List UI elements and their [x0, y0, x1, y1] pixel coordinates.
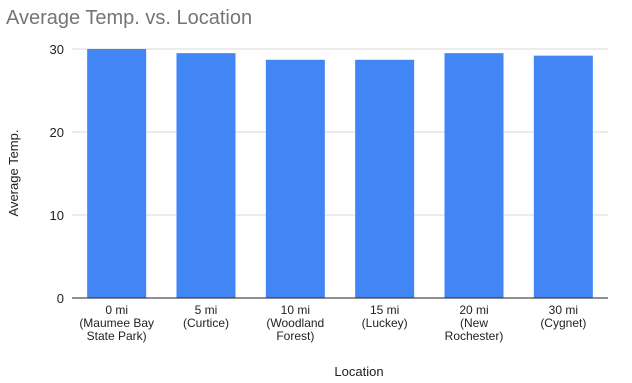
x-category-label-line: (New	[460, 316, 488, 330]
x-category-label: 10 mi (Woodland Forest)	[266, 303, 324, 343]
x-category-label: 0 mi (Maumee Bay State Park)	[79, 303, 154, 343]
x-category-label-line: 0 mi	[105, 303, 128, 317]
x-category-label: 20 mi (New Rochester)	[445, 303, 504, 343]
x-category-label-line: State Park)	[87, 329, 147, 343]
gridlines	[72, 48, 608, 216]
x-category-label-line: 20 mi	[459, 303, 488, 317]
bar	[265, 59, 325, 298]
bars	[87, 49, 593, 299]
y-axis-label: Average Temp.	[6, 130, 21, 217]
x-category-label-line: (Curtice)	[183, 316, 229, 330]
y-tick-label: 20	[50, 125, 64, 140]
y-tick-label: 10	[50, 208, 64, 223]
x-category-label: 15 mi (Luckey)	[362, 303, 408, 330]
x-category-label-line: (Luckey)	[362, 316, 408, 330]
bar	[87, 49, 147, 298]
bar	[533, 55, 593, 298]
x-category-label: 5 mi (Curtice)	[183, 303, 229, 330]
x-category-label-line: 30 mi	[549, 303, 578, 317]
bar	[176, 53, 236, 299]
x-category-labels: 0 mi (Maumee Bay State Park) 5 mi (Curtice) 1…	[79, 303, 586, 343]
x-category-label-line: Forest)	[276, 329, 314, 343]
x-category-label-line: 5 mi	[195, 303, 218, 317]
bar	[444, 53, 504, 299]
x-axis-label: Location	[334, 364, 383, 379]
x-category-label-line: 10 mi	[281, 303, 310, 317]
y-tick-label: 30	[50, 42, 64, 57]
x-category-label-line: 15 mi	[370, 303, 399, 317]
chart-title: Average Temp. vs. Location	[6, 7, 252, 29]
x-category-label-line: Rochester)	[445, 329, 504, 343]
x-category-label-line: (Woodland	[266, 316, 324, 330]
y-tick-labels: 0 10 20 30	[50, 42, 64, 306]
bar	[355, 59, 415, 298]
x-category-label-line: (Cygnet)	[540, 316, 586, 330]
y-tick-label: 0	[57, 291, 64, 306]
x-category-label-line: (Maumee Bay	[79, 316, 154, 330]
x-category-label: 30 mi (Cygnet)	[540, 303, 586, 330]
